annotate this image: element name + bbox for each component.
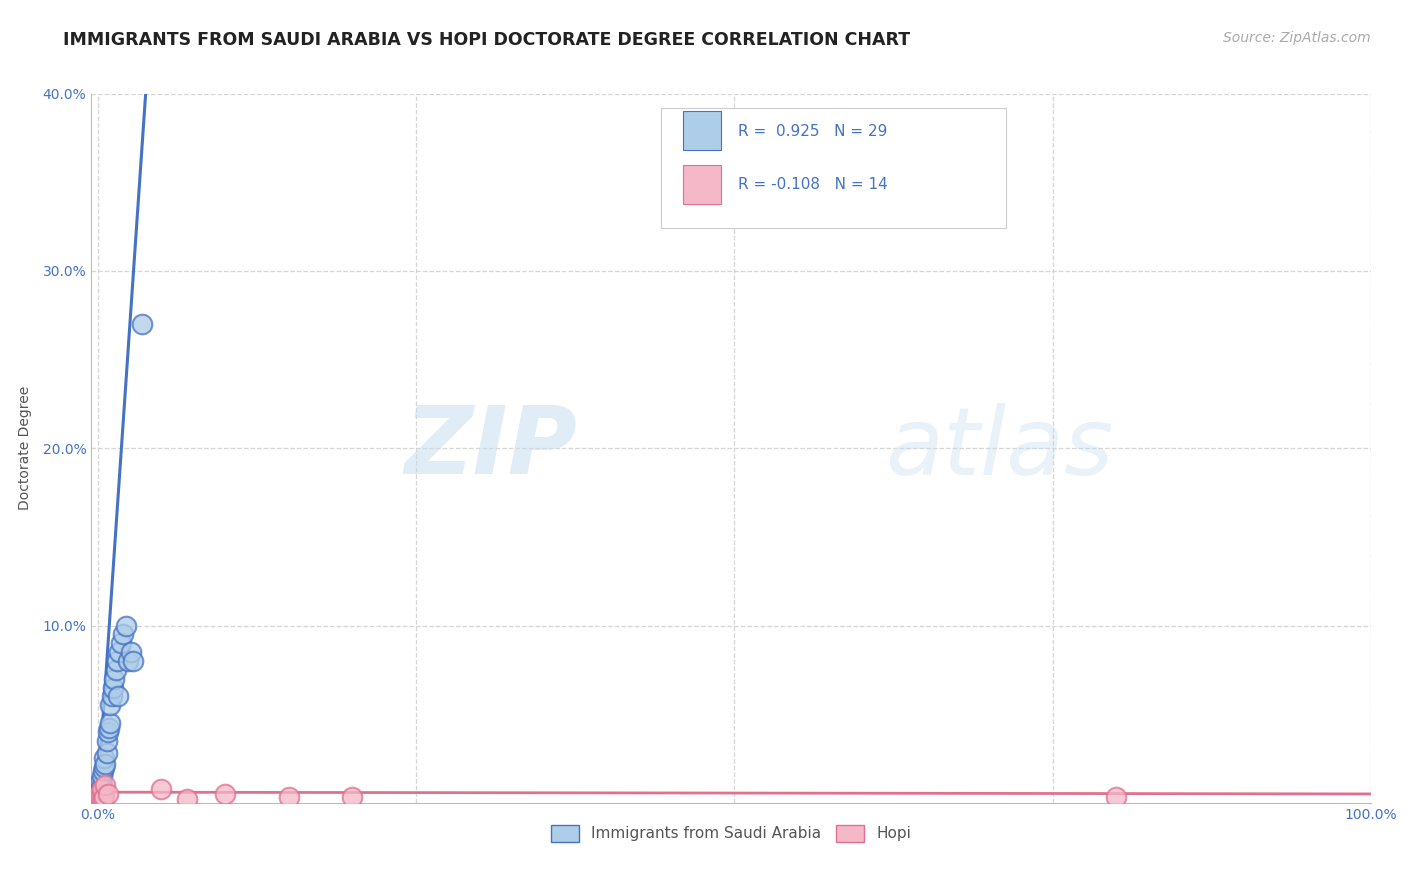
Point — [100, 716, 122, 731]
Point — [112, 627, 135, 641]
Point — [117, 654, 139, 668]
Point — [100, 690, 122, 704]
Point — [89, 774, 111, 789]
Point — [214, 787, 236, 801]
Point — [96, 746, 118, 760]
Point — [100, 698, 122, 713]
Point — [90, 769, 112, 783]
Point — [122, 654, 145, 668]
Point — [90, 778, 112, 792]
Point — [107, 690, 129, 704]
Point — [98, 722, 121, 736]
Point — [93, 751, 115, 765]
Point — [89, 781, 111, 796]
FancyBboxPatch shape — [682, 112, 721, 151]
FancyBboxPatch shape — [661, 108, 1007, 228]
Point — [91, 764, 114, 778]
Point — [176, 792, 198, 806]
FancyBboxPatch shape — [682, 164, 721, 203]
Text: R =  0.925   N = 29: R = 0.925 N = 29 — [738, 124, 887, 139]
Point — [277, 790, 299, 805]
Point — [131, 317, 153, 331]
Point — [150, 781, 173, 796]
Text: Source: ZipAtlas.com: Source: ZipAtlas.com — [1223, 31, 1371, 45]
Point — [96, 733, 118, 747]
Point — [94, 756, 117, 771]
Point — [90, 781, 112, 796]
Point — [90, 789, 112, 803]
Text: R = -0.108   N = 14: R = -0.108 N = 14 — [738, 177, 887, 192]
Point — [91, 792, 114, 806]
Point — [342, 790, 364, 805]
Point — [108, 645, 131, 659]
Point — [89, 790, 111, 805]
Y-axis label: Doctorate Degree: Doctorate Degree — [17, 386, 31, 510]
Point — [114, 618, 136, 632]
Point — [97, 787, 120, 801]
Point — [93, 760, 115, 774]
Point — [104, 663, 127, 677]
Point — [105, 654, 128, 668]
Point — [94, 778, 117, 792]
Point — [93, 790, 115, 805]
Text: atlas: atlas — [884, 402, 1114, 494]
Point — [101, 681, 124, 695]
Point — [1105, 790, 1128, 805]
Point — [120, 645, 142, 659]
Point — [87, 787, 110, 801]
Point — [103, 672, 125, 686]
Legend: Immigrants from Saudi Arabia, Hopi: Immigrants from Saudi Arabia, Hopi — [546, 819, 917, 848]
Text: ZIP: ZIP — [405, 402, 578, 494]
Point — [110, 636, 132, 650]
Point — [87, 787, 110, 801]
Point — [97, 724, 120, 739]
Text: IMMIGRANTS FROM SAUDI ARABIA VS HOPI DOCTORATE DEGREE CORRELATION CHART: IMMIGRANTS FROM SAUDI ARABIA VS HOPI DOC… — [63, 31, 911, 49]
